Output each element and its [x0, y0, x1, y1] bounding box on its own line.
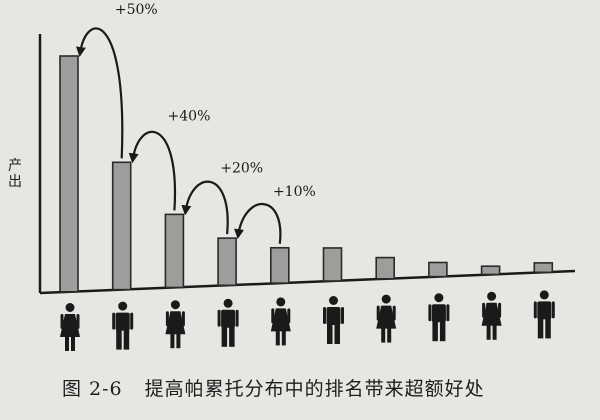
bar-6 [322, 247, 343, 282]
figure-caption: 图 2-6 提高帕累托分布中的排名带来超额好处 [62, 374, 485, 401]
figure-label: 图 2-6 [62, 378, 123, 400]
bar-1 [59, 55, 79, 293]
growth-arrow-3 [181, 180, 229, 235]
bar-2 [111, 161, 132, 291]
people-group [60, 290, 555, 351]
woman-icon [60, 303, 80, 351]
arrows-group: +50% +40% +20% +10% [75, 2, 316, 244]
growth-arrow-4 [234, 203, 282, 244]
man-icon [217, 298, 239, 347]
growth-arrow-1 [75, 27, 124, 159]
bar-7 [375, 256, 396, 280]
bars-group [59, 55, 554, 293]
bar-8 [428, 261, 448, 278]
woman-icon [481, 291, 502, 340]
man-icon [533, 290, 555, 339]
y-axis-label: 产出 [8, 158, 22, 190]
man-icon [112, 301, 134, 350]
bar-9 [480, 265, 501, 276]
growth-label-2: +40% [168, 108, 211, 124]
bar-3 [164, 213, 185, 289]
man-icon [323, 296, 344, 344]
bar-4 [217, 237, 237, 287]
man-icon [428, 293, 450, 342]
growth-label-1: +50% [115, 2, 158, 18]
woman-icon [270, 297, 291, 346]
bar-5 [269, 246, 290, 284]
growth-label-3: +20% [220, 160, 263, 176]
bar-10 [533, 262, 554, 274]
figure-title: 提高帕累托分布中的排名带来超额好处 [144, 378, 485, 400]
woman-icon [376, 294, 397, 343]
growth-label-4: +10% [273, 184, 316, 200]
woman-icon [165, 300, 186, 349]
growth-arrow-2 [128, 130, 177, 211]
